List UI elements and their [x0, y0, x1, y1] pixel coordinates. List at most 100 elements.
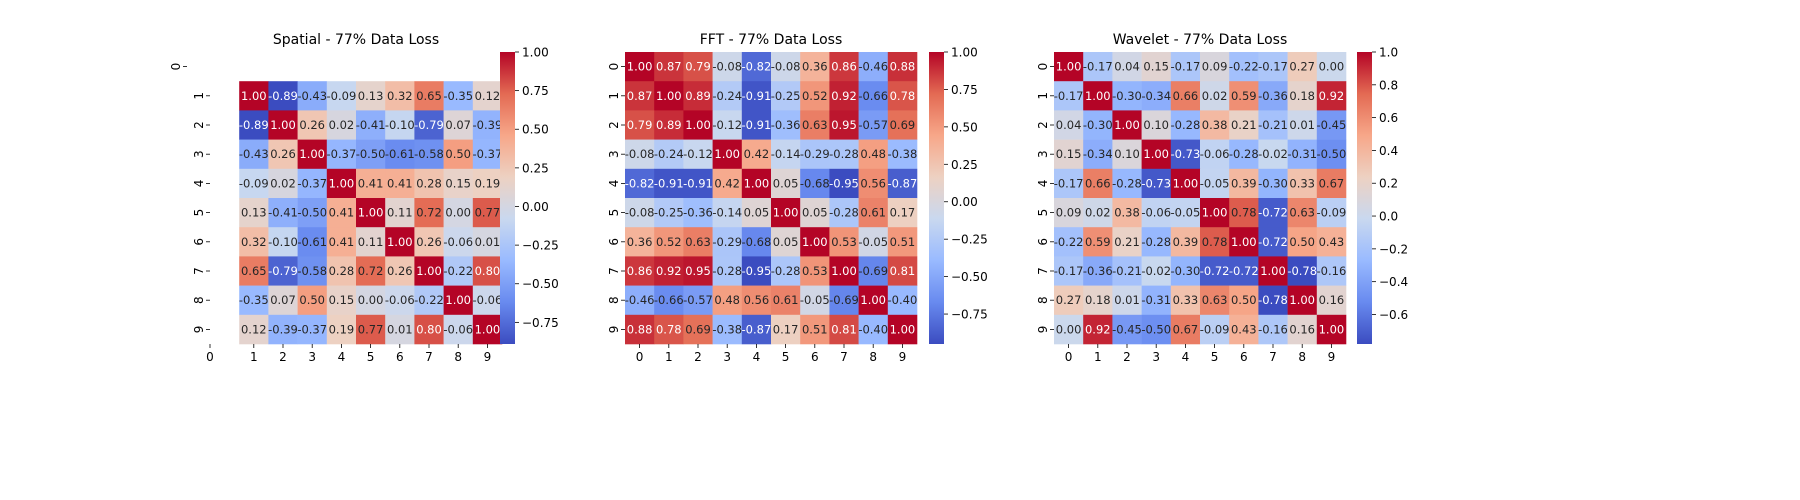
cell-value-label: 0.42 — [714, 176, 740, 190]
cell-value-label: -0.09 — [327, 89, 357, 103]
cell-value-label: -0.95 — [742, 264, 772, 278]
cell-value-label: -0.12 — [712, 118, 742, 132]
heatmap-cell-r8-c3 — [297, 285, 328, 316]
cell-value-label: 0.00 — [358, 293, 384, 307]
cell-value-label: -0.45 — [1317, 118, 1347, 132]
cell-value-label: -0.16 — [1258, 322, 1288, 336]
cell-value-label: -0.41 — [356, 118, 386, 132]
colorbar-tick-label: 0.50 — [951, 120, 978, 134]
heatmap-cell-r0-c0 — [1054, 52, 1084, 82]
heatmap-cell-r6-c3 — [712, 227, 743, 257]
heatmap-cell-r5-c7 — [1258, 198, 1288, 228]
cell-value-label: 0.12 — [475, 89, 501, 103]
colorbar-tick-label: 0.00 — [951, 195, 978, 209]
heatmap-cell-r3-c9 — [472, 139, 503, 170]
heatmap-cell-r2-c9 — [472, 110, 503, 140]
cell-value-label: -0.06 — [473, 293, 503, 307]
heatmap-cell-r5-c9 — [472, 198, 503, 228]
cell-value-label: 0.36 — [802, 60, 828, 74]
heatmap-cell-r3-c1 — [654, 139, 684, 170]
cell-value-label: -0.06 — [385, 293, 415, 307]
cell-value-label: -0.89 — [268, 89, 298, 103]
y-tick-label: 2 — [1036, 121, 1050, 129]
heatmap-cell-r5-c4 — [741, 198, 772, 228]
heatmap-cell-r7-c1 — [239, 256, 269, 286]
x-tick-label: 9 — [899, 350, 907, 364]
heatmap-cell-r4-c8 — [443, 168, 474, 199]
cell-value-label: -0.02 — [1141, 264, 1171, 278]
heatmap-cell-r7-c4 — [741, 256, 772, 286]
cell-value-label: -0.21 — [1112, 264, 1142, 278]
heatmap-cell-r4-c6 — [800, 168, 830, 199]
y-tick-label: 2 — [607, 121, 621, 129]
heatmap-cell-r1-c4 — [1170, 81, 1201, 111]
heatmap-cell-r6-c6 — [800, 227, 830, 257]
cell-value-label: 0.26 — [299, 118, 325, 132]
cell-value-label: 0.05 — [773, 235, 799, 249]
cell-value-label: 0.10 — [1143, 118, 1169, 132]
x-tick-label: 6 — [811, 350, 819, 364]
heatmap-cell-r9-c2 — [268, 314, 298, 345]
cell-value-label: 1.00 — [1114, 118, 1140, 132]
heatmap-cell-r6-c2 — [683, 227, 713, 257]
cell-value-label: -0.30 — [1258, 176, 1288, 190]
x-tick-label: 5 — [782, 350, 790, 364]
cell-value-label: 0.10 — [1114, 147, 1140, 161]
cell-value-label: -0.05 — [1171, 206, 1201, 220]
heatmap-cell-r3-c3 — [297, 139, 328, 170]
cell-value-label: -0.17 — [1054, 89, 1084, 103]
heatmap-cell-r5-c4 — [326, 198, 357, 228]
heatmap-cell-r8-c2 — [683, 285, 713, 316]
cell-value-label: 0.78 — [1202, 235, 1228, 249]
cell-value-label: 0.01 — [475, 235, 501, 249]
colorbar-tick-label: −0.50 — [522, 277, 559, 291]
heatmap-cell-r2-c1 — [1083, 110, 1113, 140]
heatmap-cell-r2-c9 — [1316, 110, 1347, 140]
heatmap-cell-r6-c7 — [1258, 227, 1288, 257]
cell-value-label: 1.00 — [1319, 322, 1345, 336]
cell-value-label: 0.69 — [890, 118, 916, 132]
cell-value-label: 0.26 — [270, 147, 296, 161]
y-tick-label: 4 — [607, 180, 621, 188]
cell-value-label: -0.08 — [771, 60, 801, 74]
x-tick-label: 5 — [367, 350, 375, 364]
heatmap-cell-r6-c9 — [472, 227, 503, 257]
heatmap-cell-r9-c0 — [1054, 314, 1084, 345]
heatmap-cell-r4-c4 — [741, 168, 772, 199]
colorbar-tick-label: 0.0 — [1379, 210, 1398, 224]
cell-value-label: 0.53 — [802, 264, 828, 278]
cell-value-label: 0.33 — [1289, 176, 1315, 190]
cell-value-label: -0.57 — [683, 293, 713, 307]
heatmap-cell-r7-c5 — [771, 256, 801, 286]
cell-value-label: -0.39 — [268, 322, 298, 336]
x-tick-label: 0 — [206, 350, 214, 364]
cell-value-label: 0.72 — [416, 206, 442, 220]
heatmap-cell-r4-c7 — [829, 168, 859, 199]
heatmap-cell-r5-c7 — [829, 198, 859, 228]
cell-value-label: -0.12 — [683, 147, 713, 161]
heatmap-cell-r0-c8 — [858, 52, 889, 82]
cell-value-label: -0.79 — [268, 264, 298, 278]
cell-value-label: 0.05 — [744, 206, 770, 220]
heatmap-cell-r6-c1 — [1083, 227, 1113, 257]
cell-value-label: 0.43 — [1231, 322, 1257, 336]
cell-value-label: -0.09 — [239, 176, 269, 190]
x-tick-label: 7 — [425, 350, 433, 364]
cell-value-label: -0.14 — [712, 206, 742, 220]
cell-value-label: -0.91 — [742, 89, 772, 103]
x-tick-label: 2 — [279, 350, 287, 364]
heatmap-cell-r4-c5 — [356, 168, 386, 199]
colorbar-tick-label: 0.75 — [951, 83, 978, 97]
heatmap-cell-r3-c8 — [443, 139, 474, 170]
cell-value-label: 0.52 — [802, 89, 828, 103]
cell-value-label: -0.05 — [1200, 176, 1230, 190]
heatmap-cell-r1-c9 — [887, 81, 918, 111]
colorbar-tick-label: −0.75 — [951, 308, 988, 322]
heatmap-cell-r0-c4 — [741, 52, 772, 82]
cell-value-label: 0.50 — [445, 147, 471, 161]
heatmap-cell-r9-c7 — [414, 314, 444, 345]
heatmap-cell-r9-c6 — [385, 314, 415, 345]
y-tick-label: 1 — [1036, 92, 1050, 100]
